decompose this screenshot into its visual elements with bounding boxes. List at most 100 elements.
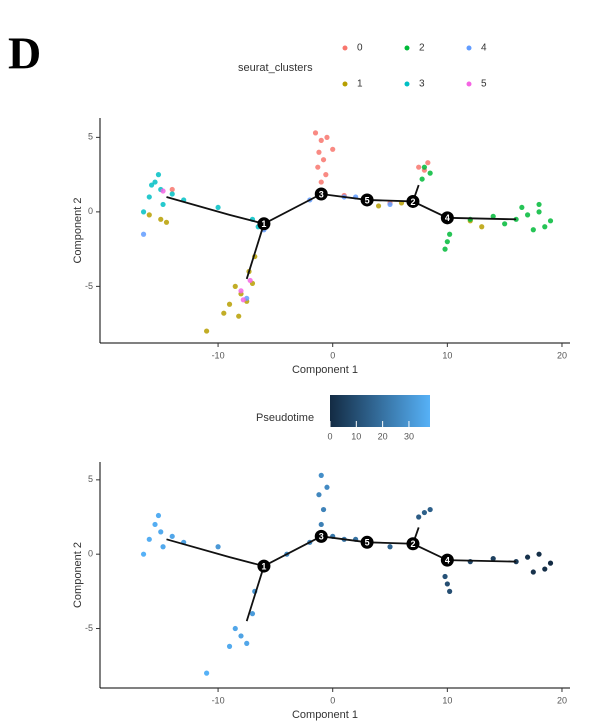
- point: [221, 310, 227, 316]
- point: [247, 277, 253, 284]
- point: [547, 560, 554, 566]
- branch-node-label: 3: [319, 532, 324, 542]
- point: [416, 514, 422, 520]
- x-tick-label: 20: [557, 695, 567, 705]
- point: [324, 134, 330, 140]
- branch-node-label: 2: [410, 539, 415, 549]
- point: [316, 149, 322, 155]
- point: [542, 566, 548, 572]
- y-tick-label: -5: [85, 623, 93, 633]
- branch-node: [257, 217, 271, 231]
- colorbar-title: Pseudotime: [256, 412, 314, 424]
- branch-node: [360, 535, 374, 549]
- point: [524, 554, 531, 560]
- branch-node: [440, 553, 454, 567]
- point: [318, 472, 324, 478]
- legend-swatch: [342, 45, 348, 51]
- point: [316, 492, 322, 498]
- point: [323, 172, 329, 178]
- point: [490, 213, 496, 219]
- point: [215, 544, 221, 550]
- y-tick-label: 0: [88, 549, 93, 559]
- branch-node: [440, 211, 454, 225]
- point: [421, 509, 428, 516]
- point: [318, 521, 324, 528]
- point: [490, 556, 496, 562]
- point: [158, 529, 164, 535]
- branch-node: [406, 537, 420, 551]
- point: [530, 569, 536, 575]
- point: [447, 231, 453, 237]
- point: [387, 201, 393, 208]
- legend-swatch: [466, 45, 472, 51]
- point: [238, 633, 244, 639]
- point: [163, 219, 170, 225]
- point: [315, 164, 321, 170]
- legend-label: 1: [357, 79, 363, 90]
- branch-node-label: 1: [261, 561, 266, 571]
- point: [547, 218, 554, 224]
- point: [146, 212, 152, 218]
- point: [375, 203, 382, 209]
- point: [421, 164, 428, 170]
- point: [140, 551, 147, 557]
- branch-node: [314, 187, 328, 201]
- colorbar: [330, 395, 430, 427]
- point: [318, 137, 324, 143]
- point: [444, 581, 450, 587]
- colorbar-tick-label: 10: [351, 431, 361, 441]
- point: [160, 188, 166, 194]
- point: [479, 224, 485, 230]
- branch-node: [406, 194, 420, 208]
- point: [160, 544, 166, 550]
- legend-swatch: [466, 81, 472, 87]
- point: [530, 227, 536, 233]
- legend-swatch: [342, 81, 348, 87]
- point: [249, 611, 256, 617]
- branch-node-label: 4: [445, 556, 450, 566]
- point: [542, 224, 548, 230]
- point: [320, 157, 327, 163]
- point: [330, 146, 336, 152]
- branch-node-label: 5: [365, 195, 370, 205]
- panel-label: D: [8, 28, 41, 79]
- y-tick-label: -5: [85, 281, 93, 291]
- point: [442, 573, 448, 580]
- legend-label: 5: [481, 79, 487, 90]
- y-tick-label: 5: [88, 474, 93, 484]
- legend-label: 3: [419, 79, 425, 90]
- branch-node-label: 5: [365, 538, 370, 548]
- point: [226, 301, 233, 307]
- branch-node-label: 4: [445, 213, 450, 223]
- x-tick-label: 0: [330, 350, 335, 360]
- point: [158, 216, 164, 222]
- x-tick-label: 20: [557, 350, 567, 360]
- point: [155, 172, 162, 178]
- branch-node-label: 2: [410, 197, 415, 207]
- legend-label: 0: [357, 43, 363, 54]
- point: [444, 239, 450, 245]
- point: [215, 204, 221, 211]
- point: [169, 186, 175, 193]
- point: [152, 521, 158, 528]
- x-tick-label: 0: [330, 695, 335, 705]
- colorbar-tick-label: 20: [378, 431, 388, 441]
- point: [244, 640, 250, 646]
- point: [204, 670, 210, 676]
- y-tick-label: 0: [88, 206, 93, 216]
- point: [427, 506, 433, 513]
- legend-swatch: [404, 81, 410, 87]
- branch-node: [257, 559, 271, 573]
- point: [169, 191, 175, 197]
- legend-swatch: [404, 45, 410, 51]
- point: [324, 484, 330, 490]
- point: [312, 130, 319, 136]
- x-tick-label: 10: [442, 695, 452, 705]
- point: [536, 201, 542, 208]
- point: [427, 170, 433, 176]
- point: [442, 246, 448, 252]
- point: [226, 643, 233, 649]
- legend-title: seurat_clusters: [238, 62, 313, 74]
- point: [240, 297, 246, 303]
